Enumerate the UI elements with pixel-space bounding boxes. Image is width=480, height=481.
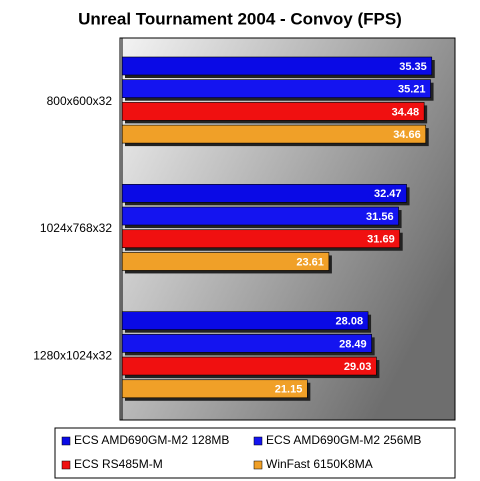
value-label: 32.47 [374,188,402,200]
bar [121,184,407,203]
bar [121,311,369,330]
y-tick-label: 800x600x32 [47,94,113,108]
plot-area [119,37,456,421]
legend-swatch [253,436,263,446]
value-label: 21.15 [275,384,303,396]
value-label: 34.66 [393,129,421,141]
legend [54,427,456,479]
legend-label: ECS AMD690GM-M2 256MB [266,433,421,447]
legend-label: ECS RS485M-M [74,457,163,471]
legend-swatch [61,460,71,470]
value-label: 29.03 [344,361,372,373]
legend-swatch [253,460,263,470]
chart-title: Unreal Tournament 2004 - Convoy (FPS) [78,9,402,28]
bar [121,229,401,249]
value-label: 34.48 [392,106,420,118]
legend-swatch [61,436,71,446]
bar [121,102,425,121]
legend-label: WinFast 6150K8MA [266,457,373,471]
y-tick-label: 1024x768x32 [40,221,112,235]
bar [121,206,399,226]
value-label: 28.49 [339,338,367,350]
bar [121,124,427,144]
value-label: 35.35 [399,61,427,73]
value-label: 23.61 [296,256,324,268]
value-label: 35.21 [398,84,426,96]
bar [121,334,372,353]
bar [121,79,431,98]
bar [121,56,433,76]
value-label: 31.69 [367,234,395,246]
value-label: 31.56 [366,211,394,223]
value-label: 28.08 [336,316,364,328]
bar [121,356,377,376]
y-tick-label: 1280x1024x32 [33,349,112,363]
legend-label: ECS AMD690GM-M2 128MB [74,433,229,447]
